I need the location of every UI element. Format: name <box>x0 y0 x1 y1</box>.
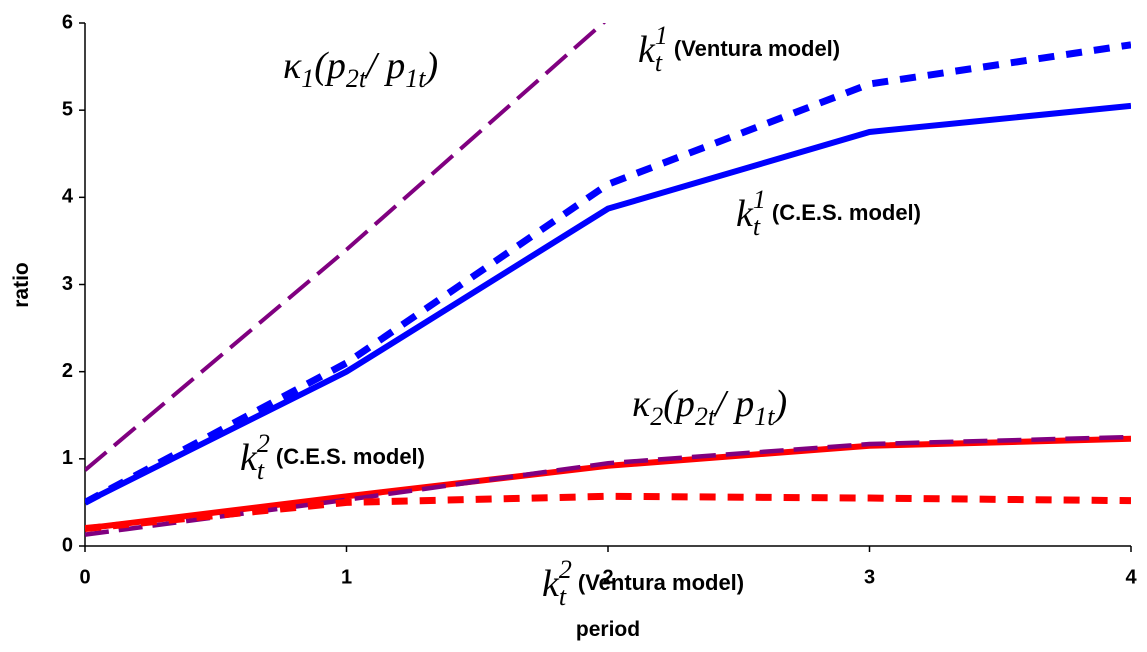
x-tick-label: 2 <box>602 566 613 588</box>
annotation: 1t <box>754 402 775 431</box>
annotation: t <box>655 48 663 77</box>
annotation: 2 <box>559 555 572 584</box>
series-line <box>85 102 1131 506</box>
y-axis-label: ratio <box>10 262 33 308</box>
annotation: 2t <box>346 64 367 93</box>
annotation: t <box>753 212 761 241</box>
annotation: / p <box>364 45 405 87</box>
annotation: ) <box>772 383 787 425</box>
annotation: / p <box>713 383 754 425</box>
x-tick-label: 0 <box>79 566 90 588</box>
annotation: t <box>257 456 265 485</box>
annotation: 2 <box>257 429 270 458</box>
series-line <box>85 41 1131 506</box>
x-tick-label: 3 <box>864 566 875 588</box>
x-tick-label: 4 <box>1125 566 1137 588</box>
y-tick-label: 3 <box>62 273 73 295</box>
annotation: 2 <box>650 402 663 431</box>
annotation: 1 <box>753 185 766 214</box>
annotation: (Ventura model) <box>578 570 744 595</box>
annotation: k <box>240 437 258 479</box>
annotation: (C.E.S. model) <box>276 444 425 469</box>
annotation: κ <box>283 45 302 87</box>
annotation: 2t <box>695 402 716 431</box>
y-tick-label: 1 <box>62 447 73 469</box>
y-tick-label: 0 <box>62 534 73 556</box>
y-tick-label: 6 <box>62 11 73 33</box>
annotation: κ <box>632 383 651 425</box>
annotation: ) <box>423 45 438 87</box>
annotation: 1 <box>301 64 314 93</box>
series-line <box>85 23 607 472</box>
annotation: (C.E.S. model) <box>772 200 921 225</box>
x-tick-label: 1 <box>341 566 352 588</box>
annotation: 1t <box>405 64 426 93</box>
annotation: k <box>736 193 754 235</box>
annotation: (p <box>314 45 346 87</box>
x-axis-label: period <box>576 618 640 641</box>
y-tick-label: 5 <box>62 98 73 120</box>
y-tick-label: 2 <box>62 360 73 382</box>
annotation: k <box>638 29 656 71</box>
annotation: t <box>559 582 567 611</box>
plot-area <box>85 23 1131 537</box>
annotation: (p <box>663 383 695 425</box>
annotation: 1 <box>655 21 668 50</box>
y-tick-label: 4 <box>62 186 74 208</box>
series-line <box>85 492 1131 533</box>
annotation: (Ventura model) <box>674 36 840 61</box>
series-line <box>85 435 1131 532</box>
annotation: k <box>542 563 560 605</box>
